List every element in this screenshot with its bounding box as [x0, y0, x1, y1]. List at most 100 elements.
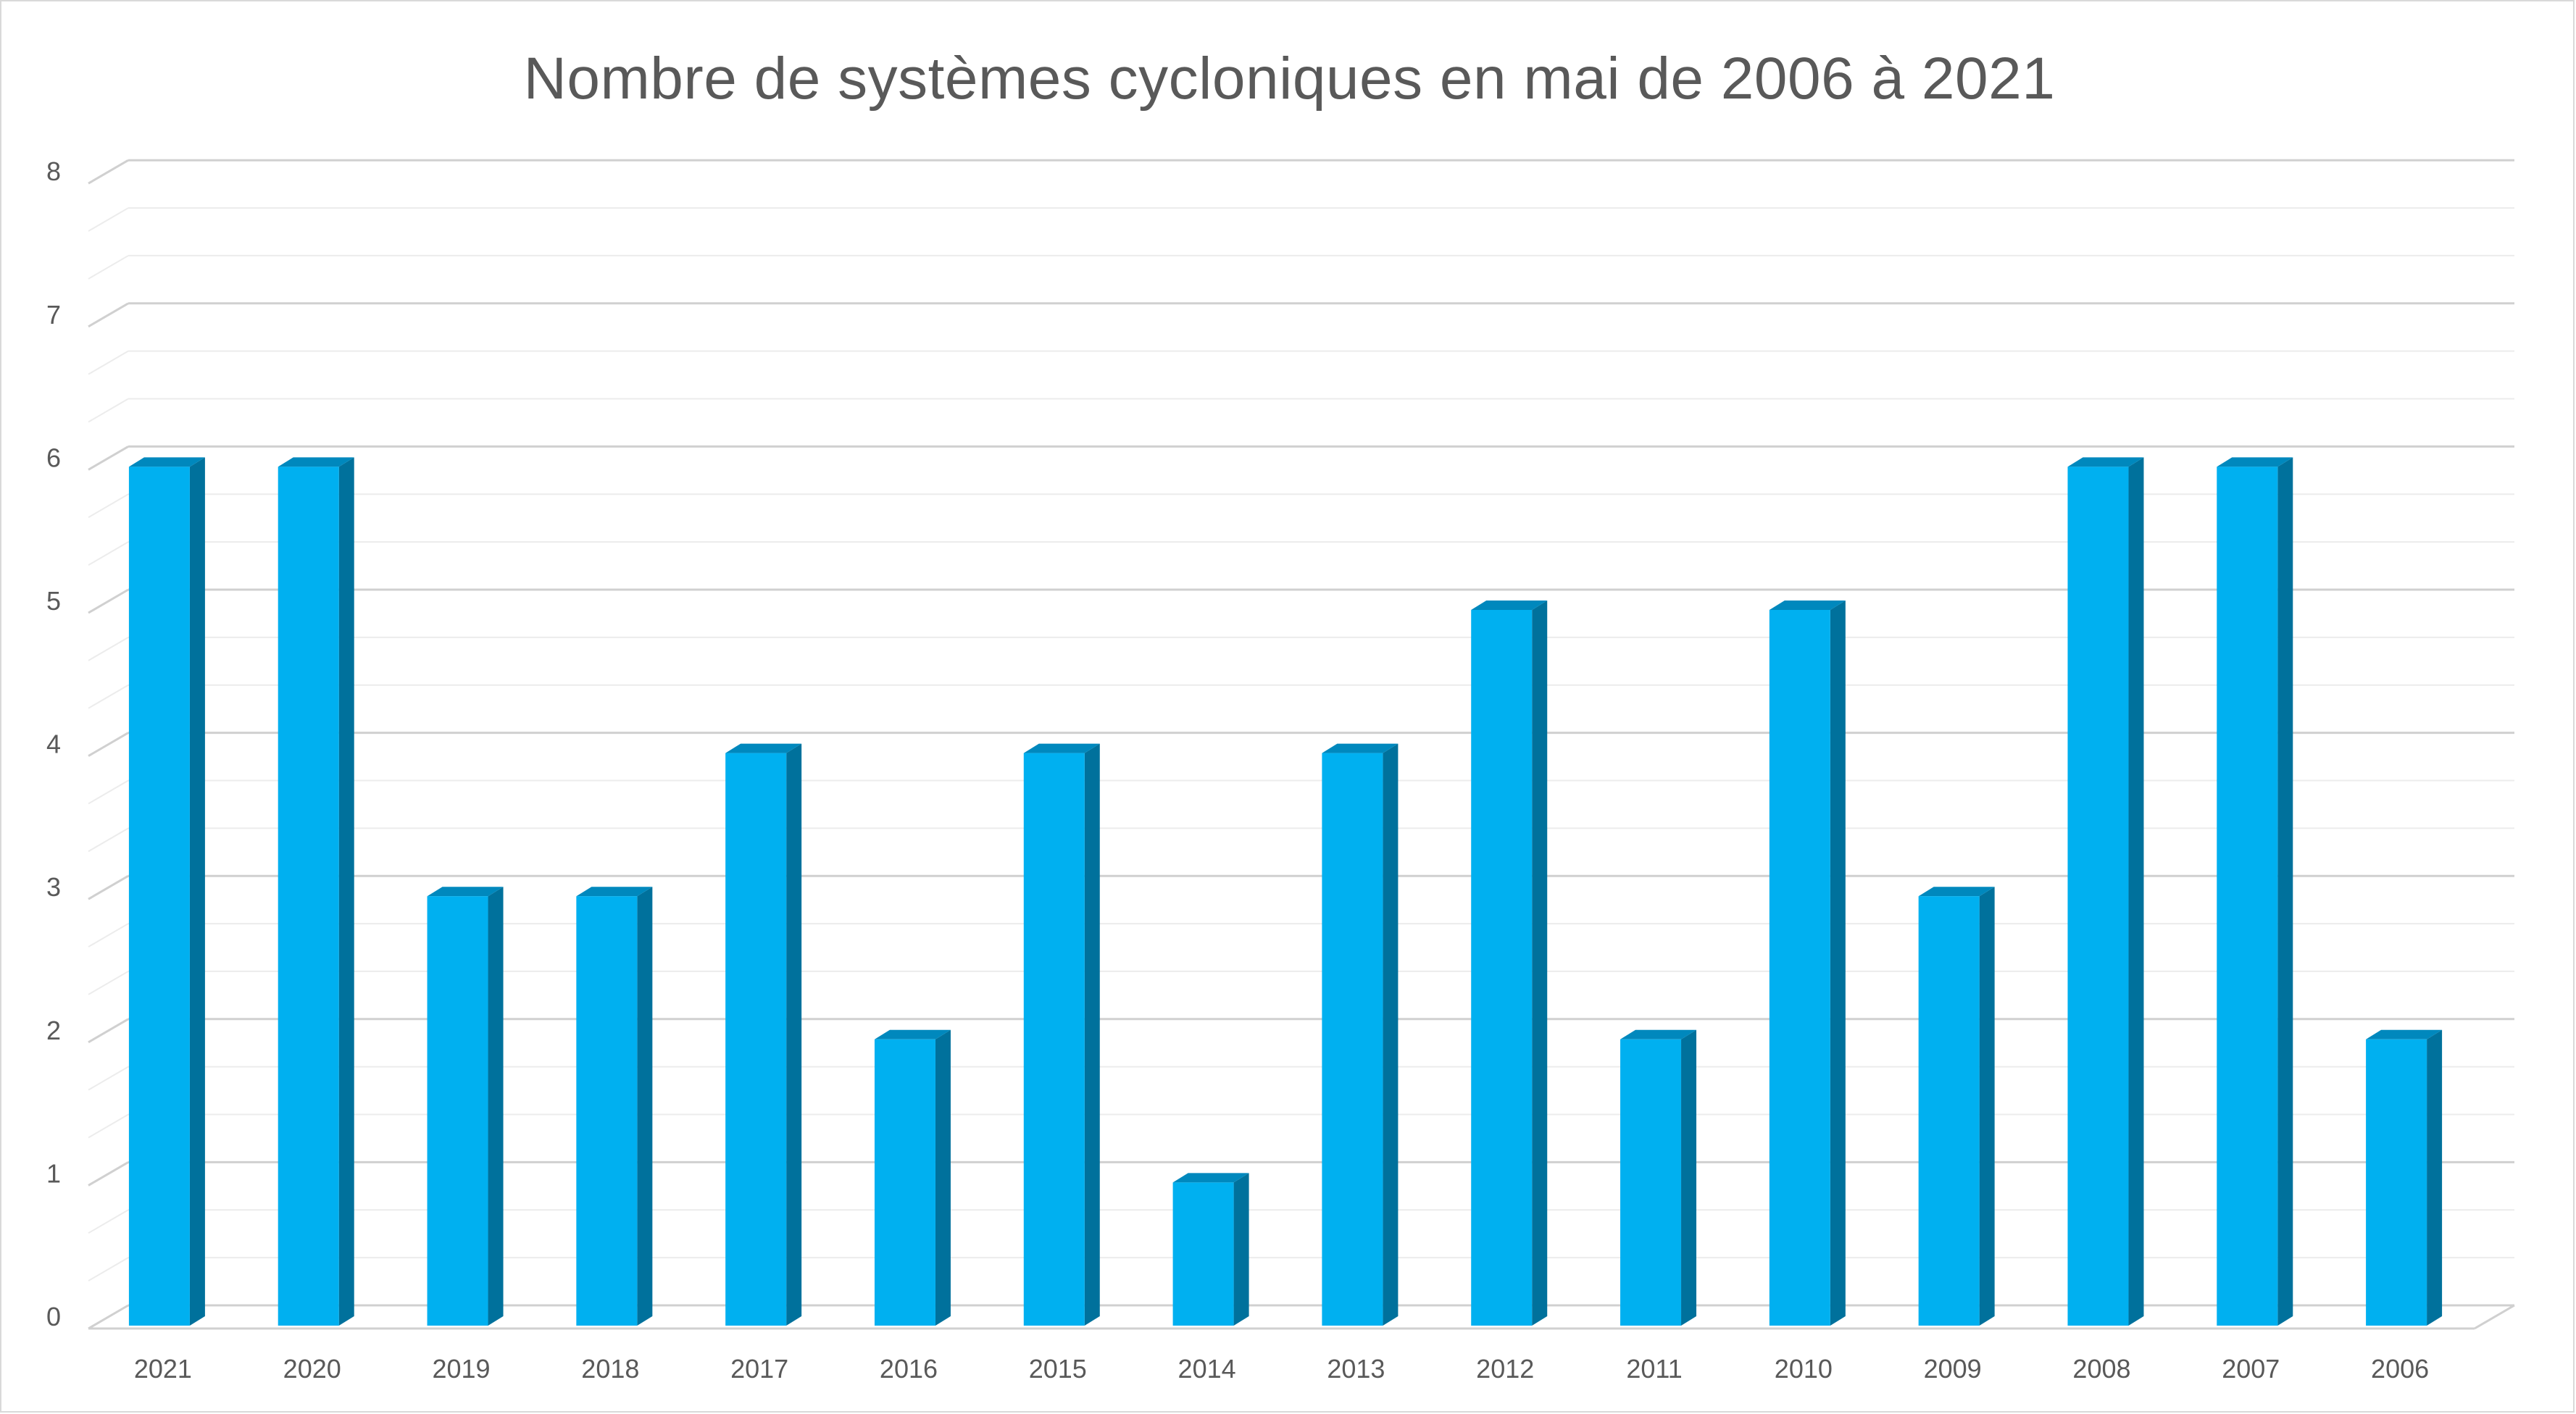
y-tick-label: 1 [46, 1158, 61, 1188]
side-wall-gridline [88, 779, 129, 805]
y-tick-label: 5 [46, 586, 61, 616]
x-tick-label: 2008 [2072, 1354, 2130, 1384]
bar-top-face [874, 1029, 951, 1039]
bar-front-face [128, 467, 190, 1326]
side-wall-gridline [88, 637, 129, 661]
side-wall-gridline [88, 541, 129, 566]
side-wall-gridline [88, 874, 129, 900]
bar-2007 [2217, 457, 2293, 1326]
bar-top-face [128, 457, 205, 467]
bar-2006 [2366, 1029, 2443, 1326]
bar-front-face [1918, 896, 1980, 1326]
x-tick-label: 2015 [1029, 1354, 1087, 1384]
x-tick-label: 2010 [1775, 1354, 1833, 1384]
bar-side-face [935, 1029, 951, 1326]
bar-side-face [1532, 601, 1548, 1326]
y-tick-label: 6 [46, 443, 61, 472]
y-tick-label: 2 [46, 1016, 61, 1045]
bar-front-face [1172, 1182, 1234, 1326]
y-tick-label: 7 [46, 300, 61, 330]
bar-side-face [1681, 1029, 1697, 1326]
y-tick-label: 8 [46, 156, 61, 186]
bar-side-face [1084, 743, 1100, 1326]
bar-2016 [874, 1029, 951, 1326]
bar-front-face [725, 753, 787, 1326]
bar-top-face [1769, 601, 1846, 610]
bar-side-face [189, 457, 205, 1326]
side-wall-gridline [88, 302, 129, 328]
bar-front-face [576, 896, 638, 1326]
bar-side-face [2427, 1029, 2443, 1326]
bar-top-face [725, 743, 802, 753]
x-axis-tick-labels: 2021 2020 2019 2018 2017 2016 2015 2014 2013 2012… [134, 1354, 2429, 1384]
bar-2019 [427, 887, 504, 1326]
side-wall-gridline [88, 1257, 129, 1281]
side-wall-gridline [88, 445, 129, 471]
side-wall-gridline [88, 1066, 129, 1091]
bar-2014 [1172, 1173, 1249, 1326]
floor-right-edge [2474, 1304, 2515, 1330]
side-wall-gridline [88, 923, 129, 947]
bar-side-face [1233, 1173, 1249, 1326]
bar-top-face [1322, 743, 1399, 753]
bar-side-face [1383, 743, 1399, 1326]
bar-top-face [1023, 743, 1100, 753]
bar-2020 [278, 457, 354, 1326]
bar-2021 [128, 457, 205, 1326]
y-axis-tick-labels: 0 1 2 3 4 5 6 7 8 [46, 156, 61, 1331]
side-wall-gridline [88, 1113, 129, 1139]
side-wall-gridline [88, 159, 129, 185]
bar-top-face [1471, 601, 1548, 610]
side-wall-gridline [88, 350, 129, 375]
side-wall-gridline [88, 207, 129, 232]
x-tick-label: 2009 [1924, 1354, 1982, 1384]
side-wall-gridline [88, 971, 129, 995]
bar-top-face [2067, 457, 2144, 467]
bar-2008 [2067, 457, 2144, 1326]
bar-front-face [427, 896, 488, 1326]
chart-title: Nombre de systèmes cycloniques en mai de… [523, 46, 2056, 112]
bar-2010 [1769, 601, 1846, 1326]
bar-front-face [2217, 467, 2278, 1326]
side-wall-gridline [88, 1018, 129, 1044]
bars [128, 457, 2443, 1326]
side-wall-gridline [88, 1161, 129, 1187]
bar-front-face [1471, 610, 1533, 1326]
x-tick-label: 2012 [1476, 1354, 1534, 1384]
bar-side-face [1830, 601, 1846, 1326]
bar-side-face [2277, 457, 2293, 1326]
bar-2012 [1471, 601, 1548, 1326]
bar-front-face [1023, 753, 1085, 1326]
bar-2011 [1620, 1029, 1697, 1326]
bar-top-face [427, 887, 504, 897]
bar-top-face [278, 457, 354, 467]
side-wall-gridline [88, 1304, 129, 1330]
bar-top-face [2366, 1029, 2443, 1039]
bar-front-face [1769, 610, 1830, 1326]
bar-2015 [1023, 743, 1100, 1326]
x-tick-label: 2006 [2371, 1354, 2429, 1384]
x-tick-label: 2018 [581, 1354, 639, 1384]
bar-top-face [1918, 887, 1995, 897]
side-wall-gridline [88, 398, 129, 423]
bar-side-face [637, 887, 653, 1326]
bar-top-face [576, 887, 653, 897]
bar-2017 [725, 743, 802, 1326]
bar-top-face [1172, 1173, 1249, 1183]
bar-side-face [2128, 457, 2144, 1326]
x-tick-label: 2016 [880, 1354, 938, 1384]
x-tick-label: 2021 [134, 1354, 192, 1384]
x-tick-label: 2019 [432, 1354, 490, 1384]
x-tick-label: 2017 [730, 1354, 788, 1384]
bar-side-face [338, 457, 354, 1326]
side-wall-gridline [88, 493, 129, 519]
bar-front-face [874, 1039, 935, 1326]
bar-front-face [278, 467, 339, 1326]
x-tick-label: 2013 [1327, 1354, 1385, 1384]
bar-front-face [2067, 467, 2129, 1326]
bar-top-face [2217, 457, 2293, 467]
bar-side-face [1979, 887, 1995, 1326]
bar-top-face [1620, 1029, 1697, 1039]
